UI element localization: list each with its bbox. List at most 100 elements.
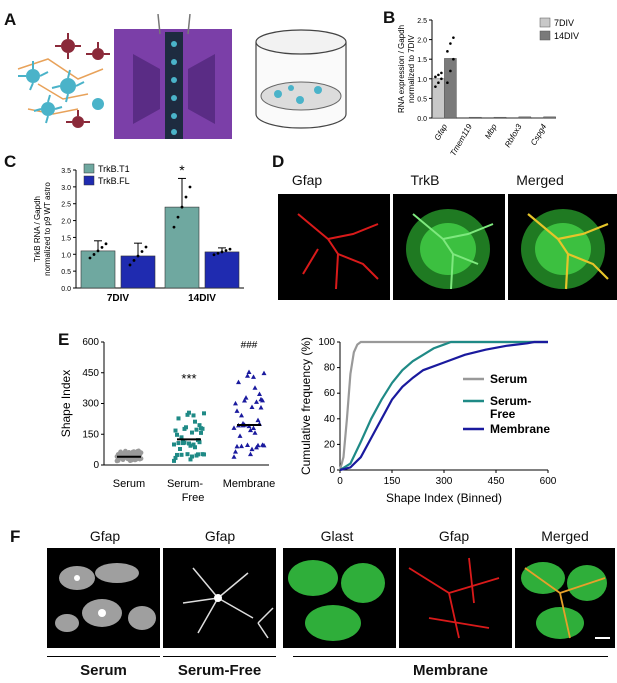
panel-e-cumulative-chart: 0 20 40 60 80 100 0 150 300 450 600 Shape Index (Bi… [299, 337, 557, 505]
b-legend-label: 7DIV [554, 18, 574, 28]
c-category-label: 14DIV [188, 293, 216, 304]
e1-point [190, 430, 194, 435]
e1-point [175, 452, 179, 457]
b-bar [518, 116, 532, 119]
b-category-label: Gfap [433, 122, 450, 142]
e1-point [261, 370, 267, 376]
b-y-tick-label: 0.5 [417, 96, 427, 103]
panel-f-membrane-glast-image [283, 548, 396, 648]
panel-d-title-gfap: Gfap [291, 172, 323, 188]
e2-legend-label: Membrane [490, 422, 550, 436]
e1-point [131, 449, 137, 455]
e1-point [233, 449, 238, 454]
e1-significance-2: ### [241, 340, 258, 351]
e1-point [261, 442, 267, 448]
group-label-serum: Serum [80, 662, 127, 679]
b-y-tick-label: 1.0 [417, 77, 427, 84]
e2-series-line [339, 340, 548, 472]
culture-dish-icon [255, 29, 347, 129]
e2-x-tick-label: 600 [540, 476, 557, 487]
e1-point [191, 442, 196, 447]
e1-point [260, 397, 265, 403]
c-point [224, 249, 228, 252]
b-point [449, 42, 452, 45]
e2-x-tick-label: 150 [384, 476, 401, 487]
e1-point [245, 373, 250, 378]
panel-f-title-5: Merged [541, 528, 589, 544]
e1-point [254, 399, 259, 404]
b-point [440, 71, 443, 75]
e1-point [178, 447, 182, 452]
panel-f-title-1: Gfap [89, 528, 121, 544]
e2-y-tick-label: 100 [318, 337, 335, 348]
e1-y-tick-label: 450 [82, 368, 99, 379]
panel-f-membrane-gfap-image [399, 548, 512, 648]
c-point [228, 247, 232, 251]
b-point [434, 75, 437, 79]
e2-legend-label: Free [490, 407, 516, 421]
e1-point [251, 425, 256, 431]
e1-point [237, 433, 243, 438]
c-point [88, 256, 92, 260]
group-line-membrane [293, 656, 608, 657]
b-point [440, 77, 443, 81]
c-legend-swatch [83, 163, 95, 174]
b-point [446, 50, 449, 53]
b-category-label: Rbfox3 [503, 122, 524, 149]
e1-point [234, 443, 240, 449]
panel-f-title-2: Gfap [204, 528, 236, 544]
c-y-tick-label: 3.0 [61, 185, 71, 192]
e2-series-line [339, 340, 548, 471]
e1-point [175, 432, 179, 437]
e1-point [196, 452, 200, 457]
e1-point [200, 426, 205, 431]
e1-y-tick-label: 600 [82, 337, 99, 348]
e1-point [117, 451, 122, 457]
e2-y-tick-label: 40 [324, 414, 336, 425]
c-point [140, 250, 144, 253]
c-y-tick-label: 0.5 [61, 269, 71, 276]
b-point [449, 69, 452, 73]
e1-point [234, 408, 240, 413]
e1-point [193, 445, 197, 450]
e1-point [231, 425, 237, 430]
e2-x-label: Shape Index (Binned) [386, 491, 502, 505]
b-category-label: Tmem119 [448, 122, 474, 158]
b-category-label: Mbp [483, 122, 499, 140]
e1-point [202, 452, 206, 457]
e1-significance-1: *** [181, 371, 196, 386]
e2-legend-label: Serum- [490, 394, 531, 408]
e1-point [184, 425, 188, 430]
e2-x-tick-label: 450 [488, 476, 505, 487]
e1-category-label: Membrane [223, 478, 276, 490]
c-legend-label: TrkB.T1 [98, 164, 130, 174]
c-y-tick-label: 2.5 [61, 202, 71, 209]
panel-f-title-4: Gfap [438, 528, 470, 544]
c-point [212, 253, 216, 257]
e1-point [185, 452, 190, 457]
c-y-tick-label: 1.0 [61, 252, 71, 259]
b-point [434, 85, 437, 88]
panel-label-c: C [4, 152, 17, 171]
panel-f-membrane-merged-image [515, 548, 615, 648]
panel-d-merged-image [508, 194, 617, 300]
group-label-membrane: Membrane [412, 662, 489, 679]
c-y-tick-label: 1.5 [61, 235, 71, 242]
b-point [446, 81, 449, 85]
c-y-label-2: normalized to p9 WT astro [43, 182, 52, 276]
e1-point [126, 450, 132, 455]
panel-d-gfap-image [278, 194, 390, 300]
c-legend-swatch [83, 175, 95, 186]
e1-category-label: Serum [113, 478, 145, 490]
e1-point [188, 443, 193, 448]
e1-point [193, 419, 197, 424]
e1-point [242, 398, 247, 403]
e1-point [246, 369, 252, 374]
e1-point [257, 391, 262, 396]
e1-point [190, 454, 194, 459]
e1-point [172, 442, 176, 447]
c-point [100, 245, 104, 249]
panel-b-chart: 0.0 0.5 1.0 1.5 2.0 2.5 RNA expression / Gapdh… [397, 17, 579, 158]
e2-legend-label: Serum [490, 372, 527, 386]
e1-point [249, 446, 255, 452]
